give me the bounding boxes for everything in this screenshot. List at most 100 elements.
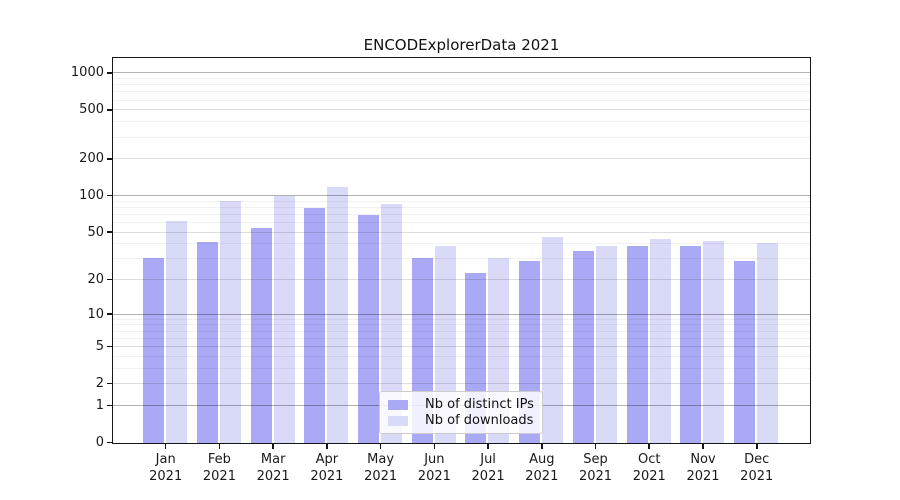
y-tick-mark (107, 72, 113, 74)
bar-downloads-aug (542, 237, 564, 443)
gridline-9 (113, 318, 810, 320)
chart-title: ENCODExplorerData 2021 (363, 36, 560, 54)
x-tick-mark (594, 444, 597, 449)
x-tick-mark (755, 444, 758, 449)
y-tick-mark (107, 382, 113, 385)
y-tick-mark (107, 109, 113, 111)
x-tick-label-sep: Sep 2021 (578, 452, 613, 484)
y-tick-label-200: 200 (79, 151, 104, 167)
bar-downloads-sep (595, 245, 617, 443)
gridline-10 (113, 313, 810, 315)
gridline-4 (113, 355, 810, 357)
bar-distinct-ips-nov (680, 245, 702, 443)
x-tick-label-aug: Aug 2021 (525, 452, 559, 484)
gridline-20 (113, 278, 810, 280)
x-tick-label-jul: Jul 2021 (471, 452, 505, 484)
gridline-600 (113, 99, 810, 101)
y-tick-mark (107, 345, 113, 348)
x-tick-label-dec: Dec 2021 (740, 452, 774, 484)
bar-downloads-feb (219, 201, 241, 443)
y-tick-label-0: 0 (95, 434, 104, 450)
gridline-300 (113, 136, 810, 138)
grid-layer (113, 58, 810, 443)
bar-distinct-ips-jan (143, 257, 165, 443)
gridline-700 (113, 91, 810, 93)
x-tick-mark (433, 444, 436, 449)
y-tick-mark (107, 231, 113, 233)
y-tick-label-50: 50 (87, 224, 104, 240)
x-tick-mark (272, 444, 274, 449)
y-tick-label-20: 20 (87, 272, 104, 288)
gridline-7 (113, 330, 810, 332)
plot-area: Nb of distinct IPs Nb of downloads (113, 58, 810, 443)
legend-swatch-downloads (388, 415, 408, 426)
bar-distinct-ips-sep (572, 251, 594, 443)
bar-distinct-ips-may (358, 215, 380, 443)
gridline-90 (113, 200, 810, 202)
legend-item-distinct-ips: Nb of distinct IPs (388, 397, 534, 412)
bar-distinct-ips-apr (304, 208, 326, 443)
x-tick-mark (326, 444, 328, 449)
gridline-800 (113, 84, 810, 86)
gridline-40 (113, 243, 810, 245)
y-tick-mark (107, 441, 113, 444)
gridline-30 (113, 258, 810, 260)
gridline-100 (113, 195, 810, 196)
gridline-900 (113, 77, 810, 79)
bar-downloads-nov (703, 240, 725, 443)
x-tick-label-apr: Apr 2021 (310, 452, 344, 484)
x-tick-label-may: May 2021 (364, 452, 398, 484)
y-tick-label-1: 1 (95, 397, 104, 413)
legend-swatch-distinct-ips (388, 399, 408, 410)
gridline-8 (113, 324, 810, 326)
y-tick-label-1000: 1000 (70, 65, 104, 81)
gridline-70 (113, 213, 810, 215)
gridline-3 (113, 367, 810, 369)
gridline-50 (113, 231, 810, 233)
y-tick-mark (107, 194, 113, 197)
gridline-80 (113, 206, 810, 208)
bar-downloads-dec (757, 243, 779, 443)
gridline-2 (113, 383, 810, 385)
legend-label: Nb of distinct IPs (425, 397, 534, 412)
x-tick-label-feb: Feb 2021 (202, 452, 236, 484)
bar-distinct-ips-feb (196, 241, 218, 443)
y-tick-label-100: 100 (79, 188, 104, 204)
legend: Nb of distinct IPs Nb of downloads (379, 391, 543, 434)
x-tick-mark (541, 444, 543, 449)
legend-label: Nb of downloads (425, 413, 534, 428)
plot-frame: Nb of distinct IPs Nb of downloads (112, 57, 811, 444)
y-tick-label-5: 5 (95, 339, 104, 355)
y-tick-label-10: 10 (87, 306, 104, 322)
bar-distinct-ips-mar (250, 227, 272, 443)
gridline-400 (113, 121, 810, 123)
bar-downloads-mar (273, 195, 295, 443)
x-tick-mark (487, 444, 489, 449)
legend-item-downloads: Nb of downloads (388, 413, 533, 428)
x-tick-mark (702, 444, 704, 449)
y-tick-mark (107, 157, 113, 160)
x-tick-mark (218, 444, 221, 449)
x-tick-mark (379, 444, 382, 449)
x-tick-label-nov: Nov 2021 (686, 452, 720, 484)
x-tick-label-oct: Oct 2021 (632, 452, 666, 484)
x-tick-mark (164, 444, 167, 449)
bar-downloads-oct (649, 239, 671, 443)
bar-downloads-jan (166, 221, 188, 443)
gridline-5 (113, 345, 810, 347)
gridline-60 (113, 221, 810, 223)
y-tick-label-500: 500 (79, 102, 104, 118)
bar-downloads-apr (327, 187, 349, 443)
x-tick-label-jun: Jun 2021 (417, 452, 451, 484)
bar-distinct-ips-oct (626, 245, 648, 443)
bar-distinct-ips-dec (734, 261, 756, 443)
x-tick-mark (648, 444, 651, 449)
x-tick-label-jan: Jan 2021 (149, 452, 183, 484)
gridline-500 (113, 109, 810, 111)
y-tick-mark (107, 278, 113, 281)
y-tick-label-2: 2 (95, 376, 104, 392)
x-tick-label-mar: Mar 2021 (256, 452, 290, 484)
gridline-1000 (113, 72, 810, 74)
bar-downloads-may (381, 204, 403, 443)
